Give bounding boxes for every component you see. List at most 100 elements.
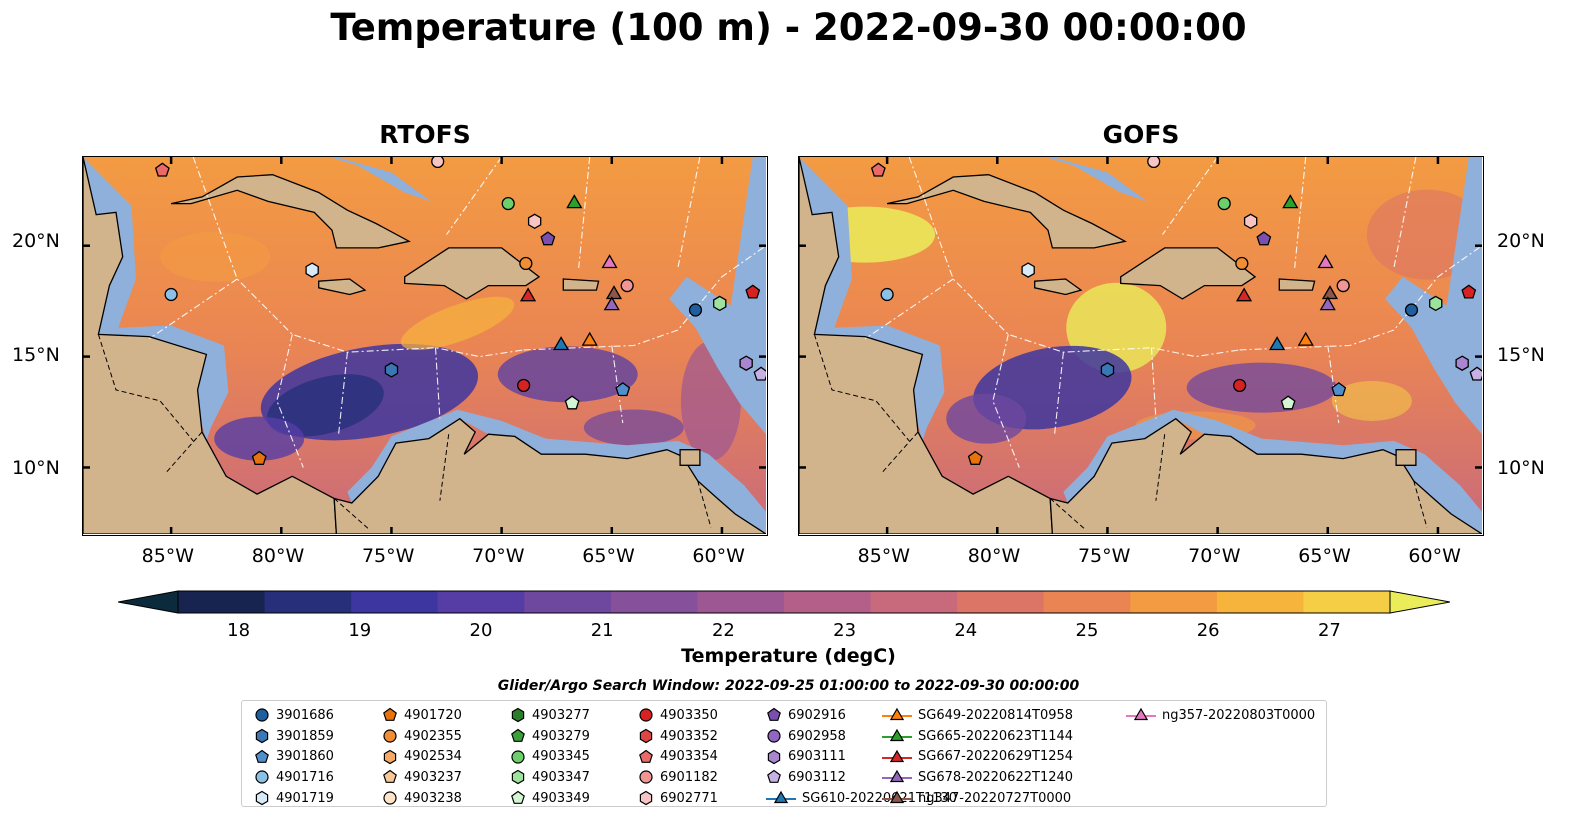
- float-marker[interactable]: [1297, 331, 1314, 346]
- legend-item[interactable]: SG667-20220629T1254: [882, 746, 1073, 767]
- legend-item[interactable]: 4903237: [382, 767, 462, 788]
- float-marker[interactable]: [1461, 284, 1477, 299]
- legend-item[interactable]: 4901716: [254, 767, 334, 788]
- float-marker[interactable]: [688, 303, 703, 317]
- legend-item[interactable]: 3901686: [254, 705, 334, 726]
- float-marker[interactable]: [1233, 378, 1247, 393]
- legend-item[interactable]: 6902771: [638, 788, 718, 809]
- legend-column: 4901720 4902355 4902534 4903237 4903238: [382, 705, 462, 808]
- legend-item[interactable]: 4903238: [382, 788, 462, 809]
- legend-item[interactable]: ng347-20220727T0000: [882, 788, 1073, 809]
- float-marker[interactable]: [1455, 355, 1469, 371]
- float-marker[interactable]: [870, 162, 886, 177]
- colorbar-segment: [437, 591, 525, 613]
- float-marker[interactable]: [517, 378, 531, 393]
- map-panel-rtofs[interactable]: [82, 156, 768, 536]
- float-marker[interactable]: [501, 196, 515, 211]
- float-marker[interactable]: [1235, 287, 1253, 302]
- landmass: [1034, 278, 1083, 296]
- float-marker[interactable]: [620, 279, 634, 293]
- legend-item[interactable]: 4901719: [254, 788, 334, 809]
- float-marker[interactable]: [615, 382, 631, 397]
- float-marker[interactable]: [566, 194, 583, 209]
- float-marker[interactable]: [527, 213, 542, 230]
- circle-icon: [255, 708, 269, 722]
- float-marker[interactable]: [1317, 254, 1334, 269]
- legend-label: 4903350: [660, 707, 718, 723]
- float-marker[interactable]: [431, 157, 445, 169]
- float-marker[interactable]: [305, 262, 319, 278]
- float-marker[interactable]: [603, 296, 620, 311]
- legend-item[interactable]: 4903350: [638, 705, 718, 726]
- float-marker[interactable]: [605, 285, 623, 300]
- float-marker[interactable]: [601, 254, 618, 269]
- legend-item[interactable]: 4902355: [382, 726, 462, 747]
- float-marker[interactable]: [1429, 295, 1443, 312]
- float-marker[interactable]: [164, 287, 178, 302]
- legend-label: 4903349: [532, 790, 590, 806]
- float-marker[interactable]: [739, 355, 753, 371]
- float-marker[interactable]: [1235, 256, 1249, 271]
- float-marker[interactable]: [1147, 157, 1161, 169]
- float-marker[interactable]: [967, 450, 983, 465]
- float-marker[interactable]: [1021, 262, 1035, 278]
- landmass: [404, 247, 541, 300]
- float-marker[interactable]: [519, 256, 533, 271]
- eez-boundary: [1054, 352, 1064, 435]
- legend-item[interactable]: 6902958: [766, 726, 957, 747]
- legend-item[interactable]: SG649-20220814T0958: [882, 705, 1073, 726]
- float-marker[interactable]: [564, 395, 580, 410]
- legend-item[interactable]: SG610-20220621T1130: [766, 788, 957, 809]
- legend-item[interactable]: SG678-20220622T1240: [882, 767, 1073, 788]
- float-marker[interactable]: [1217, 196, 1231, 211]
- legend-item[interactable]: 4903345: [510, 746, 590, 767]
- float-marker[interactable]: [1321, 285, 1339, 300]
- float-marker[interactable]: [154, 162, 170, 177]
- float-marker[interactable]: [1100, 362, 1115, 378]
- float-marker[interactable]: [519, 287, 537, 302]
- legend-item[interactable]: 3901860: [254, 746, 334, 767]
- legend-label: 4903277: [532, 707, 590, 723]
- legend-item[interactable]: 6903111: [766, 746, 957, 767]
- legend-item[interactable]: 3901859: [254, 726, 334, 747]
- float-marker[interactable]: [581, 331, 598, 346]
- legend-item[interactable]: 6902916: [766, 705, 957, 726]
- float-marker[interactable]: [1256, 231, 1272, 246]
- float-marker[interactable]: [1280, 395, 1296, 410]
- float-marker[interactable]: [745, 284, 761, 299]
- lat-label-20n-right: 20°N: [1497, 230, 1545, 252]
- float-marker[interactable]: [1268, 336, 1286, 351]
- legend-item[interactable]: 6901182: [638, 767, 718, 788]
- legend-item[interactable]: 6903112: [766, 767, 957, 788]
- float-marker[interactable]: [1404, 303, 1419, 317]
- float-marker[interactable]: [1282, 194, 1299, 209]
- float-marker[interactable]: [880, 287, 894, 302]
- legend-item[interactable]: ng357-20220803T0000: [1126, 705, 1315, 726]
- map-panel-gofs[interactable]: [798, 156, 1484, 536]
- float-marker[interactable]: [1336, 279, 1350, 293]
- legend-item[interactable]: 4903279: [510, 726, 590, 747]
- float-marker[interactable]: [552, 336, 570, 351]
- legend-column: SG649-20220814T0958 SG665-20220623T1144 SG…: [882, 705, 1073, 808]
- float-marker[interactable]: [1319, 296, 1336, 311]
- float-marker[interactable]: [1243, 213, 1258, 230]
- colorbar-segment: [1130, 591, 1218, 613]
- shelf-area: [83, 157, 229, 441]
- float-marker[interactable]: [251, 450, 267, 465]
- float-marker[interactable]: [384, 362, 399, 378]
- legend-item[interactable]: 4903349: [510, 788, 590, 809]
- float-marker[interactable]: [1469, 366, 1482, 381]
- float-marker[interactable]: [540, 231, 556, 246]
- legend-item[interactable]: SG665-20220623T1144: [882, 726, 1073, 747]
- legend-item[interactable]: 4903352: [638, 726, 718, 747]
- float-marker[interactable]: [1331, 382, 1347, 397]
- legend-item[interactable]: 4901720: [382, 705, 462, 726]
- eez-boundary: [1239, 245, 1482, 351]
- legend-item[interactable]: 4903277: [510, 705, 590, 726]
- legend-label: 3901860: [276, 749, 334, 765]
- float-marker[interactable]: [713, 295, 727, 312]
- legend-item[interactable]: 4902534: [382, 746, 462, 767]
- legend-item[interactable]: 4903347: [510, 767, 590, 788]
- legend-item[interactable]: 4903354: [638, 746, 718, 767]
- float-marker[interactable]: [753, 366, 766, 381]
